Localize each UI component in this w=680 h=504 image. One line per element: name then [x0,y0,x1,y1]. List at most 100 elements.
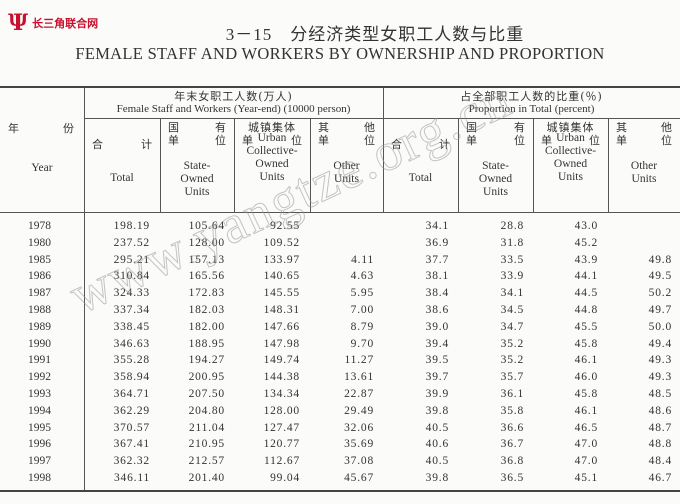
subheader-cn-line1: 其他 [616,121,672,134]
cell-p-other: 48.5 [648,388,672,400]
cell-p-state: 35.2 [500,354,524,367]
cell-total: 337.34 [113,304,150,316]
cell-other: 29.49 [344,404,374,417]
cell-p-other: 49.3 [648,371,672,384]
cell-p-other: 49.5 [648,270,672,283]
cell-p-other: 50.0 [648,320,672,333]
cell-urban: 120.77 [263,438,300,451]
cell-total: 364.71 [113,388,150,400]
cell-p-total: 40.6 [425,438,449,451]
cell-p-total: 38.1 [425,270,449,283]
subheader-cn-line2-part: 位 [514,134,525,147]
col-divider [160,118,161,212]
subheader-cn-line1-part: 城镇集体 [248,121,296,134]
subheader-cn-line2: 单位 [616,134,672,147]
subheader-cn-line1-part: 有 [215,121,226,134]
subheader-cn-line2: 单位 [541,134,600,147]
subheader-en: Other Units [630,160,658,185]
subheader-cn-line2: 单位 [466,134,525,147]
cell-state: 172.83 [188,287,225,300]
cell-state: 128.00 [188,236,225,249]
cell-other: 32.06 [344,421,374,434]
cell-urban: 148.31 [263,304,300,316]
subheader-en: Other Units [333,160,360,185]
cell-p-urban: 45.8 [574,388,598,400]
cell-p-state: 36.7 [500,438,524,451]
cell-other: 37.08 [344,455,374,468]
cell-p-total: 39.8 [425,472,449,484]
group-column-divider [383,88,384,212]
cell-urban: 133.97 [263,253,300,266]
cell-total: 338.45 [113,320,150,333]
group2-header-en: Proportion in Total (percent) [468,103,595,115]
cell-other: 35.69 [344,438,374,451]
subheader-cn-line2-part: 单 [242,134,253,147]
cell-p-state: 34.5 [500,304,524,316]
subheader-en: State- Owned Units [180,160,214,198]
subheader-cn-line1-part: 合 [92,138,103,151]
cell-urban: 134.34 [263,388,300,400]
row-year: 1987 [28,287,51,300]
site-logo: Ψ 长三角联合网 [8,12,98,34]
subheader-cn-line1: 合计 [92,138,152,151]
cell-p-urban: 44.8 [574,304,598,316]
row-year: 1991 [28,354,51,367]
cell-state: 200.95 [188,371,225,384]
subheader-cn-line1: 其他 [318,121,375,134]
cell-p-urban: 46.1 [574,354,598,367]
cell-p-state: 34.7 [500,320,524,333]
subheader-cn-line1-part: 计 [141,138,152,151]
cell-p-total: 39.0 [425,320,449,333]
cell-urban: 92.55 [270,220,300,232]
cell-other: 13.61 [344,371,374,384]
year-header-cn-2: 份 [63,122,74,135]
cell-p-total: 39.9 [425,388,449,400]
col-divider [608,118,609,212]
cell-p-other: 49.3 [648,354,672,367]
cell-total: 358.94 [113,371,150,384]
cell-p-state: 34.1 [500,287,524,300]
subheader-cn-line1: 城镇集体 [242,121,302,134]
year-header-en: Year [31,162,53,174]
cell-p-urban: 45.5 [574,320,598,333]
subheader-cn-line2-part: 单 [466,134,477,147]
table-title-en: FEMALE STAFF AND WORKERS BY OWNERSHIP AN… [75,44,605,63]
cell-p-state: 35.7 [500,371,524,384]
cell-state: 188.95 [188,337,225,350]
subheader-cn-line1-part: 他 [661,121,672,134]
subheader-cn-line2-part: 单 [168,134,179,147]
row-year: 1994 [28,404,51,417]
cell-total: 367.41 [113,438,150,451]
subheader-cn-line2-part: 位 [364,134,375,147]
cell-total: 362.32 [113,455,150,468]
subheader-cn-line1: 国有 [466,121,525,134]
cell-p-other: 48.6 [648,404,672,417]
group1-header-en: Female Staff and Workers (Year-end) (100… [116,103,351,115]
cell-total: 346.63 [113,337,150,350]
subheader-cn-line2: 单位 [318,134,375,147]
cell-p-state: 36.5 [500,472,524,484]
cell-p-total: 39.5 [425,354,449,367]
row-year: 1980 [28,236,51,249]
cell-p-urban: 43.9 [574,253,598,266]
cell-p-state: 28.8 [500,220,524,232]
cell-urban: 109.52 [263,236,300,249]
subheader-cn-line1-part: 国 [466,121,477,134]
cell-state: 105.64 [188,220,225,232]
cell-p-total: 40.5 [425,421,449,434]
cell-p-state: 35.2 [500,337,524,350]
top-rule [0,86,680,88]
cell-urban: 128.00 [263,404,300,417]
cell-other: 45.67 [344,472,374,484]
cell-p-state: 36.1 [500,388,524,400]
cell-p-total: 36.9 [425,236,449,249]
cell-p-total: 40.5 [425,455,449,468]
subheader-en: Total [110,172,134,184]
cell-p-state: 36.6 [500,421,524,434]
cell-p-state: 31.8 [500,236,524,249]
cell-p-urban: 47.0 [574,455,598,468]
subheader-cn-line1: 城镇集体 [541,121,600,134]
cell-state: 194.27 [188,354,225,367]
cell-total: 362.29 [113,404,150,417]
year-header-cn: 年 份 [8,122,74,135]
